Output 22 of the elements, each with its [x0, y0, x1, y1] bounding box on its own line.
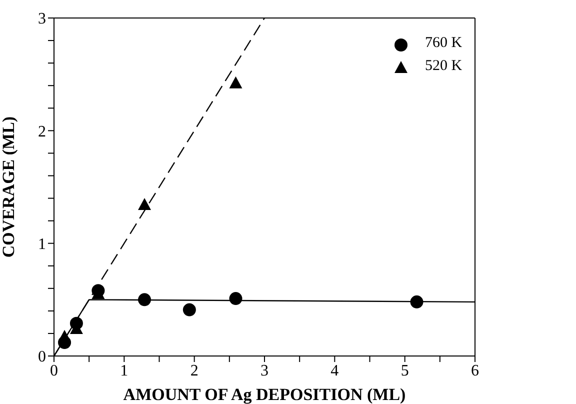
point	[229, 76, 242, 88]
point	[58, 330, 72, 342]
x-axis-title: AMOUNT OF Ag DEPOSITION (ML)	[123, 385, 406, 404]
y-tick-label: 2	[38, 123, 46, 140]
y-axis-title: COVERAGE (ML)	[0, 116, 18, 258]
x-tick-label: 4	[330, 362, 339, 380]
y-tick-label: 1	[38, 236, 46, 254]
x-tick-label: 3	[260, 362, 268, 380]
point	[410, 295, 424, 308]
x-tick-label: 0	[50, 362, 58, 380]
x-tick-label: 1	[120, 362, 128, 380]
y-tick-label: 0	[38, 348, 46, 366]
point	[182, 303, 196, 316]
point	[229, 292, 242, 306]
x-tick-label: 6	[471, 362, 479, 380]
legend-label: 520 K	[425, 58, 462, 75]
point	[138, 198, 152, 210]
point	[138, 293, 152, 306]
legend-label: 760 K	[425, 35, 462, 52]
x-tick-label: 5	[400, 362, 409, 380]
x-tick-label: 2	[190, 362, 198, 380]
y-tick-label: 3	[38, 10, 46, 28]
